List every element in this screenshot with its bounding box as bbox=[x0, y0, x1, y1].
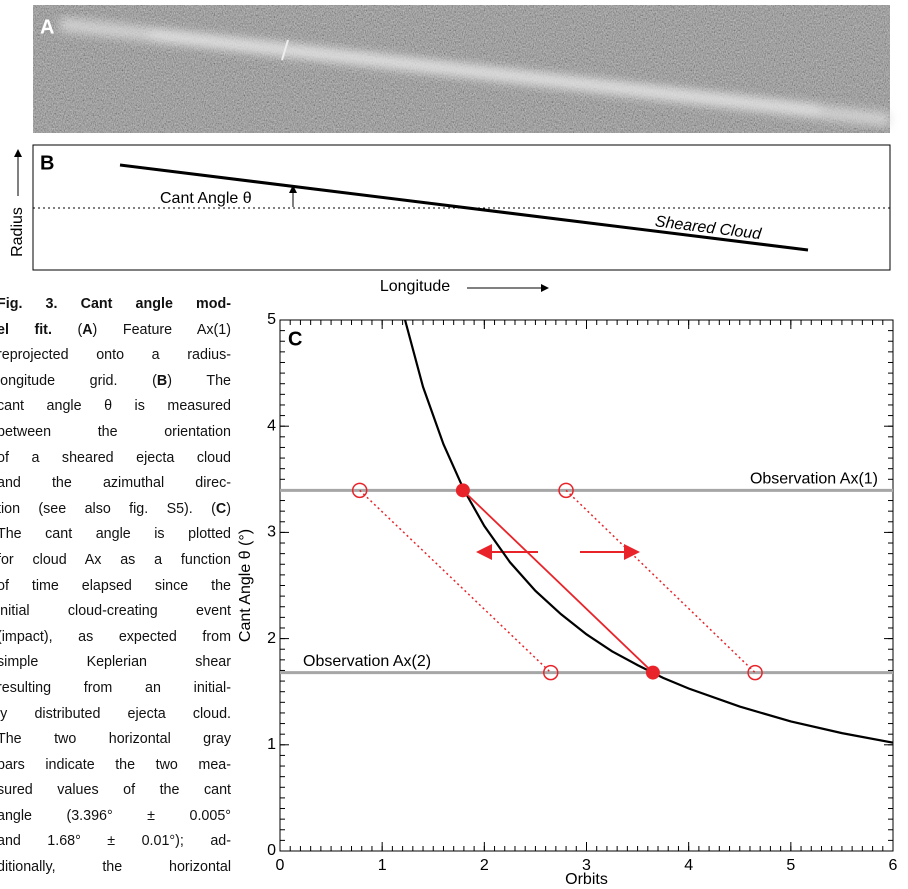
x-tick-label: 2 bbox=[480, 857, 489, 874]
shifted-line bbox=[359, 489, 552, 674]
caption-text: The two horizontal gray bbox=[0, 731, 231, 748]
caption-text: B bbox=[156, 372, 168, 389]
caption-text: of time elapsed since the bbox=[0, 577, 231, 594]
caption-line: angle (3.396° ± 0.005° bbox=[0, 804, 231, 830]
caption-text: for cloud Ax as a function bbox=[0, 551, 231, 568]
shifted-line bbox=[565, 489, 756, 674]
caption-text: ( bbox=[51, 321, 83, 338]
caption-line: el fit. (A) Feature Ax(1) bbox=[0, 318, 231, 344]
caption-line: The cant angle is plotted bbox=[0, 522, 231, 548]
y-tick-label: 4 bbox=[267, 417, 276, 434]
caption-text: simple Keplerian shear bbox=[0, 654, 231, 671]
caption-text: ) Feature Ax(1) bbox=[92, 321, 231, 338]
caption-text: sured values of the cant bbox=[0, 782, 231, 799]
caption-line: ly distributed ejecta cloud. bbox=[0, 702, 231, 728]
caption-line: Fig. 3. Cant angle mod- bbox=[0, 292, 231, 318]
cloud-line bbox=[119, 163, 809, 252]
caption-line: The two horizontal gray bbox=[0, 727, 231, 753]
caption-text: C bbox=[215, 500, 227, 517]
x-tick-label: 1 bbox=[378, 857, 387, 874]
x-tick-label: 4 bbox=[684, 857, 693, 874]
caption-line: of a sheared ejecta cloud bbox=[0, 446, 231, 472]
caption-line: ditionally, the horizontal bbox=[0, 855, 231, 881]
panel-label: C bbox=[288, 328, 302, 350]
caption-text: initial cloud-creating event bbox=[0, 603, 231, 620]
caption-text: of a sheared ejecta cloud bbox=[0, 449, 231, 466]
caption-text: and the azimuthal direc- bbox=[0, 475, 231, 492]
fit-point bbox=[455, 483, 470, 498]
caption-text: tion (see also fig. S5). ( bbox=[0, 500, 216, 517]
caption-text: and 1.68° ± 0.01°); ad- bbox=[0, 833, 231, 850]
caption-text: ditionally, the horizontal bbox=[0, 859, 231, 876]
caption-text: (impact), as expected from bbox=[0, 628, 231, 645]
panel-label: B bbox=[40, 152, 54, 174]
caption-line: (impact), as expected from bbox=[0, 625, 231, 651]
radius-label: Radius bbox=[9, 207, 26, 257]
caption-line: bars indicate the two mea- bbox=[0, 753, 231, 779]
x-axis-label: Orbits bbox=[565, 871, 608, 888]
shifted-point bbox=[542, 664, 559, 681]
caption-text: Fig. 3. Cant angle mod- bbox=[0, 296, 231, 312]
fit-point bbox=[645, 665, 660, 680]
panel-a: A bbox=[33, 5, 891, 133]
caption-line: for cloud Ax as a function bbox=[0, 548, 231, 574]
caption-line: and the azimuthal direc- bbox=[0, 471, 231, 497]
x-tick-label: 6 bbox=[889, 857, 898, 874]
model-curve bbox=[403, 319, 894, 744]
caption-line: cant angle θ is measured bbox=[0, 394, 231, 420]
caption-line: initial cloud-creating event bbox=[0, 599, 231, 625]
caption-line: simple Keplerian shear bbox=[0, 650, 231, 676]
shifted-point bbox=[351, 482, 368, 499]
caption: Fig. 3. Cant angle mod-el fit. (A) Featu… bbox=[0, 292, 231, 881]
y-tick-label: 2 bbox=[267, 630, 276, 647]
artifact bbox=[281, 39, 289, 61]
caption-line: of time elapsed since the bbox=[0, 574, 231, 600]
y-axis-label: Cant Angle θ (°) bbox=[237, 529, 254, 642]
caption-line: reprojected onto a radius- bbox=[0, 343, 231, 369]
shifted-point bbox=[747, 664, 763, 681]
caption-text: resulting from an initial- bbox=[0, 679, 231, 696]
y-tick-label: 1 bbox=[267, 736, 276, 753]
panel-b: B Cant Angle θ Sheared Cloud Radius Long… bbox=[9, 144, 891, 295]
caption-line: and 1.68° ± 0.01°); ad- bbox=[0, 829, 231, 855]
caption-text: bars indicate the two mea- bbox=[0, 756, 231, 773]
caption-line: between the orientation bbox=[0, 420, 231, 446]
caption-line: longitude grid. (B) The bbox=[0, 369, 231, 395]
caption-line: sured values of the cant bbox=[0, 778, 231, 804]
x-tick-label: 0 bbox=[276, 857, 285, 874]
caption-text: between the orientation bbox=[0, 423, 231, 440]
caption-text: longitude grid. ( bbox=[0, 372, 157, 389]
caption-text: The cant angle is plotted bbox=[0, 526, 231, 543]
caption-text: ) bbox=[226, 500, 231, 517]
shifted-point bbox=[558, 482, 574, 499]
cant-label: Cant Angle θ bbox=[160, 190, 252, 207]
y-tick-label: 5 bbox=[267, 311, 276, 328]
streak-core bbox=[149, 32, 821, 112]
x-tick-label: 3 bbox=[582, 857, 591, 874]
caption-text: reprojected onto a radius- bbox=[0, 347, 231, 364]
observation-label: Observation Ax(1) bbox=[750, 471, 878, 488]
caption-text: ) The bbox=[167, 372, 231, 389]
caption-text: ly distributed ejecta cloud. bbox=[0, 705, 231, 722]
observation-label: Observation Ax(2) bbox=[303, 653, 431, 670]
panel-label: A bbox=[40, 16, 54, 38]
caption-text: A bbox=[82, 321, 93, 338]
caption-text: angle (3.396° ± 0.005° bbox=[0, 807, 231, 824]
y-tick-label: 3 bbox=[267, 524, 276, 541]
plot-frame bbox=[279, 319, 894, 852]
fit-line bbox=[462, 489, 654, 674]
caption-line: resulting from an initial- bbox=[0, 676, 231, 702]
caption-line: tion (see also fig. S5). (C) bbox=[0, 497, 231, 523]
caption-text: cant angle θ is measured bbox=[0, 398, 231, 415]
y-tick-label: 0 bbox=[267, 842, 276, 859]
panel-c: 0 1 2 3 4 5 6 0 1 2 3 4 5 Orbits Cant Angle θ (°) C Obse… bbox=[237, 311, 897, 888]
x-tick-label: 5 bbox=[786, 857, 795, 874]
caption-text: el fit. bbox=[0, 321, 52, 338]
longitude-label: Longitude bbox=[380, 278, 450, 295]
